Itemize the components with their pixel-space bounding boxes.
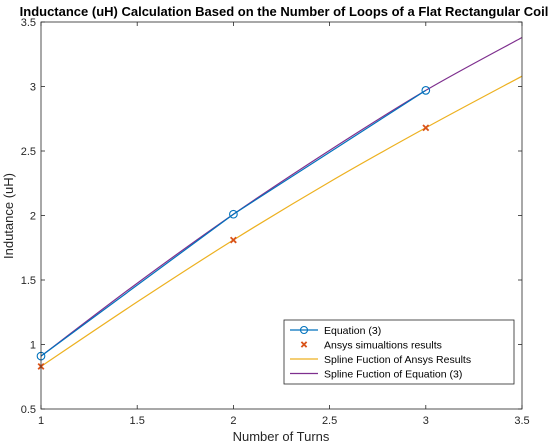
legend-box <box>283 319 515 385</box>
x-tick-label: 2 <box>230 415 236 427</box>
y-axis-label: Indutance (uH) <box>1 173 16 259</box>
axes-layer: 1 1.5 2 2.5 3 3.50.511.522.533.5 <box>21 17 530 427</box>
y-tick-label: 0.5 <box>21 404 36 416</box>
data-point-circle <box>421 86 431 95</box>
series-1 <box>37 124 430 370</box>
data-point-x <box>229 236 237 244</box>
series-3 <box>40 36 523 357</box>
legend-label: Ansys simualtions results <box>324 339 442 351</box>
y-tick-label: 2.5 <box>21 146 36 158</box>
legend-label: Equation (3) <box>324 325 381 337</box>
x-axis-label: Number of Turns <box>233 429 330 444</box>
series-line <box>40 36 523 357</box>
legend-item: Spline Fuction of Equation (3) <box>290 368 462 380</box>
data-point-circle <box>229 209 238 219</box>
chart-title: Inductance (uH) Calculation Based on the… <box>20 4 549 19</box>
x-tick-label: 3 <box>423 415 429 427</box>
legend-item: Equation (3) <box>290 325 381 337</box>
y-tick-label: 3 <box>30 82 36 94</box>
x-tick-label: 3.5 <box>514 415 529 427</box>
series-0 <box>36 86 431 361</box>
legend-label: Spline Fuction of Ansys Results <box>324 354 471 366</box>
series-line <box>40 89 427 357</box>
y-tick-label: 3.5 <box>21 17 36 29</box>
y-tick-label: 2 <box>30 211 36 223</box>
x-tick-label: 2.5 <box>322 415 337 427</box>
legend-item: Ansys simualtions results <box>300 339 442 351</box>
x-tick-label: 1 <box>38 415 44 427</box>
series-line <box>40 75 523 367</box>
legend: Equation (3) Ansys simualtions results Spl… <box>283 319 515 385</box>
y-tick-label: 1 <box>30 340 36 352</box>
x-tick-label: 1.5 <box>130 415 145 427</box>
y-tick-label: 1.5 <box>21 275 36 287</box>
series-2 <box>40 75 523 367</box>
legend-item: Spline Fuction of Ansys Results <box>290 354 471 366</box>
data-point-x <box>422 124 430 132</box>
series-layer <box>36 36 523 370</box>
legend-label: Spline Fuction of Equation (3) <box>324 368 462 380</box>
